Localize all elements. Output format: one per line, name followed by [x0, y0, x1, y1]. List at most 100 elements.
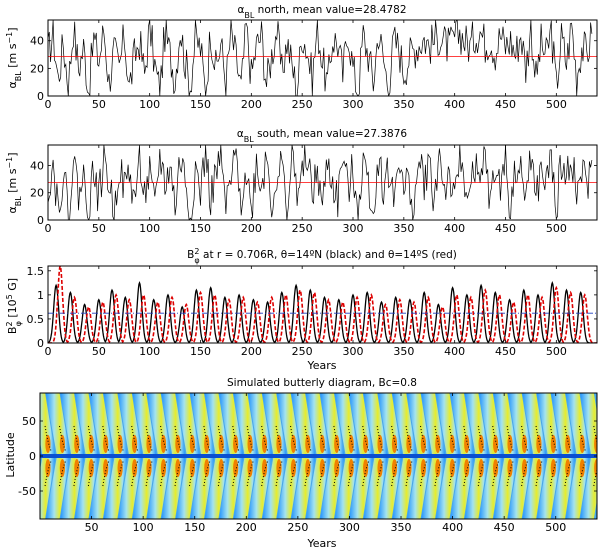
panel-alpha-north-plot: 0 50 100 150 200 250 300 350 400 450 500 0 20 40	[30, 19, 598, 111]
x-tick-label: 500	[545, 521, 566, 534]
south-spot	[204, 459, 210, 477]
north-contour	[549, 425, 558, 453]
y-tick-label: 20	[30, 62, 44, 75]
x-tick-label: 0	[45, 345, 52, 358]
x-tick-label: 100	[139, 98, 160, 111]
x-tick-label: 300	[339, 521, 360, 534]
south-contour	[188, 459, 197, 487]
north-spot	[565, 435, 571, 453]
x-tick-label: 500	[546, 222, 567, 235]
north-contour	[203, 425, 211, 453]
y-tick-label: 1	[37, 289, 44, 302]
south-contour	[203, 459, 211, 487]
south-contour	[87, 459, 96, 487]
south-contour	[275, 459, 284, 487]
south-spot	[493, 459, 499, 477]
north-contour	[160, 425, 168, 453]
south-contour	[232, 459, 240, 487]
north-spot	[507, 435, 513, 453]
south-spot	[59, 459, 65, 477]
south-spot	[377, 459, 383, 477]
north-spot	[247, 435, 253, 453]
south-contour	[420, 459, 428, 487]
south-spot	[131, 459, 138, 477]
panel-butterfly: Simulated butterly diagram, Bc=0.8 Latit…	[4, 377, 598, 550]
south-spot	[521, 459, 528, 477]
south-contour	[145, 459, 154, 487]
south-spot	[435, 459, 441, 477]
south-spot	[261, 459, 268, 477]
north-contour	[477, 425, 486, 453]
north-spot	[74, 435, 80, 453]
panel-bphi-ylabel: B2φ [105 G]	[5, 278, 23, 334]
panel-bphi-xlabel: Years	[306, 359, 336, 372]
south-spot	[406, 459, 412, 477]
north-spot	[449, 435, 455, 453]
x-tick-label: 150	[190, 98, 211, 111]
south-contour	[59, 459, 67, 487]
north-contour	[362, 425, 370, 453]
panel-butterfly-title: Simulated butterly diagram, Bc=0.8	[227, 377, 417, 389]
panel-alpha-south-ylabel: αBL [m s−1]	[5, 152, 23, 213]
x-tick-label: 100	[139, 222, 160, 235]
south-contour	[405, 459, 414, 487]
north-spot	[204, 435, 210, 453]
south-contour	[506, 459, 515, 487]
plot-frame	[47, 144, 598, 221]
alpha-series-line	[48, 145, 593, 220]
north-spot	[420, 435, 427, 453]
north-spot	[290, 435, 297, 453]
south-spot	[160, 459, 167, 477]
x-tick-label: 200	[241, 222, 262, 235]
bphi-south-line	[48, 266, 597, 343]
south-contour	[304, 459, 312, 487]
north-contour	[73, 425, 81, 453]
south-spot	[478, 459, 484, 477]
north-spot	[45, 435, 51, 453]
north-contour	[535, 425, 543, 453]
north-spot	[334, 435, 340, 453]
south-spot	[88, 459, 94, 477]
north-contour	[578, 425, 587, 453]
north-spot	[218, 435, 224, 453]
panel-alpha-south-title: αBL south, mean value=27.3876	[237, 128, 408, 144]
north-contour	[405, 425, 414, 453]
bphi-north-line	[48, 280, 597, 343]
south-spot	[550, 459, 556, 477]
south-spot	[146, 459, 152, 477]
south-contour	[564, 459, 572, 487]
equator-band	[40, 454, 597, 458]
panel-alpha-south: αBL south, mean value=27.3876 αBL [m s−1…	[5, 128, 598, 235]
north-contour	[492, 425, 500, 453]
south-spot	[507, 459, 513, 477]
north-contour	[116, 425, 125, 453]
south-spot	[233, 459, 239, 477]
x-tick-label: 300	[343, 222, 364, 235]
south-spot	[565, 459, 571, 477]
x-tick-label: 450	[495, 222, 516, 235]
north-contour	[521, 425, 529, 453]
south-contour	[347, 459, 356, 487]
north-spot	[348, 435, 354, 453]
panel-butterfly-xlabel: Years	[306, 537, 336, 550]
x-tick-label: 200	[236, 521, 257, 534]
south-spot	[579, 459, 585, 477]
north-contour	[318, 425, 327, 453]
x-tick-label: 350	[391, 521, 412, 534]
x-tick-label: 150	[190, 345, 211, 358]
plot-frame	[47, 265, 598, 344]
north-spot	[594, 435, 597, 453]
x-tick-label: 200	[241, 98, 262, 111]
x-tick-label: 350	[393, 98, 414, 111]
north-contour	[59, 425, 67, 453]
x-tick-label: 500	[546, 98, 567, 111]
south-contour	[535, 459, 543, 487]
north-contour	[463, 425, 471, 453]
x-tick-label: 0	[45, 222, 52, 235]
x-tick-label: 300	[343, 345, 364, 358]
x-tick-label: 400	[442, 521, 463, 534]
north-contour	[102, 425, 110, 453]
panel-alpha-north: αBL north, mean value=28.4782 αBL [m s−1…	[5, 4, 598, 111]
north-contour	[217, 425, 226, 453]
panel-butterfly-plot: 50 100 150 200 250 300 350 400 450 500 -50 0 50	[18, 392, 598, 534]
